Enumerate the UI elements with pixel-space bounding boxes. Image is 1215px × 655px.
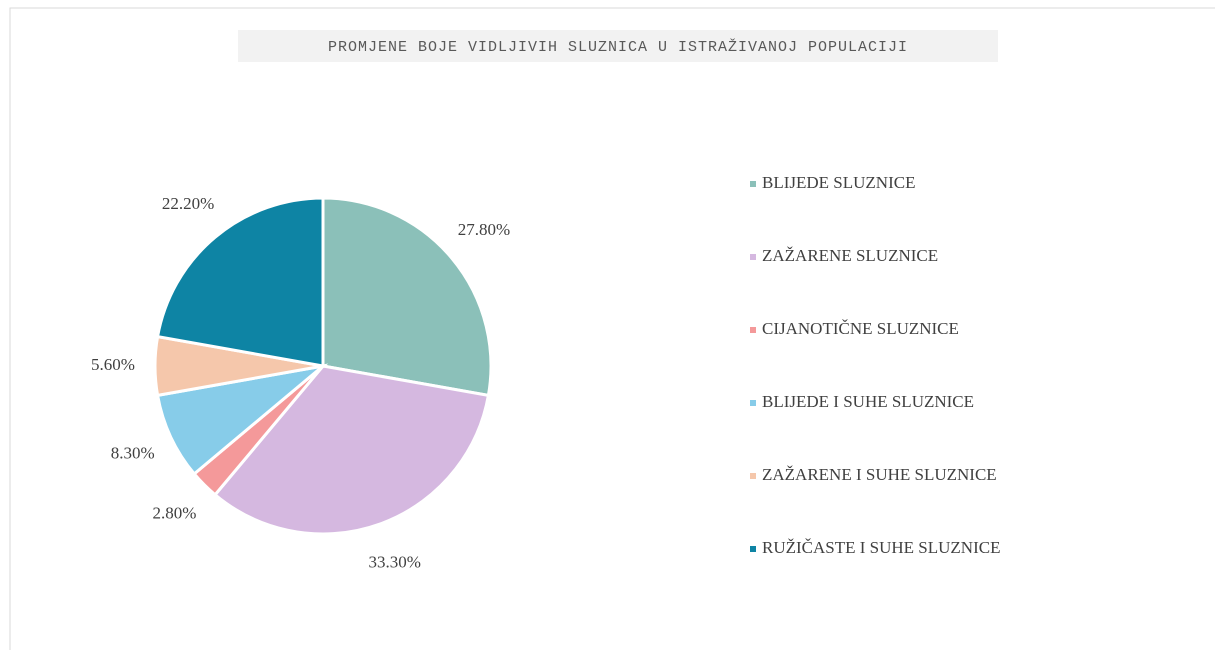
legend-swatch (750, 254, 756, 260)
pie-slice (155, 196, 325, 368)
legend-swatch (750, 546, 756, 552)
legend-swatch (750, 181, 756, 187)
data-label: 5.60% (91, 355, 135, 374)
chart-title: PROMJENE BOJE VIDLJIVIH SLUZNICA U ISTRA… (328, 38, 908, 56)
legend-swatch (750, 400, 756, 406)
data-label: 2.80% (153, 503, 197, 522)
data-label: 33.30% (369, 552, 421, 571)
data-label: 27.80% (458, 220, 510, 239)
pie-slice (321, 196, 493, 398)
pie-slice (212, 364, 491, 536)
chart-border (9, 7, 1215, 655)
pie-slice (155, 363, 329, 477)
legend-label: CIJANOTIČNE SLUZNICE (762, 319, 959, 338)
data-label: 22.20% (162, 194, 214, 213)
legend-label: ZAŽARENE I SUHE SLUZNICE (762, 465, 997, 484)
legend-label: ZAŽARENE SLUZNICE (762, 246, 938, 265)
legend-label: BLIJEDE SLUZNICE (762, 173, 915, 192)
legend-swatch (750, 327, 756, 333)
data-label: 8.30% (111, 444, 155, 463)
legend-label: BLIJEDE I SUHE SLUZNICE (762, 392, 974, 411)
legend-label: RUŽIČASTE I SUHE SLUZNICE (762, 538, 1000, 557)
title-box (238, 30, 998, 62)
legend-swatch (750, 473, 756, 479)
